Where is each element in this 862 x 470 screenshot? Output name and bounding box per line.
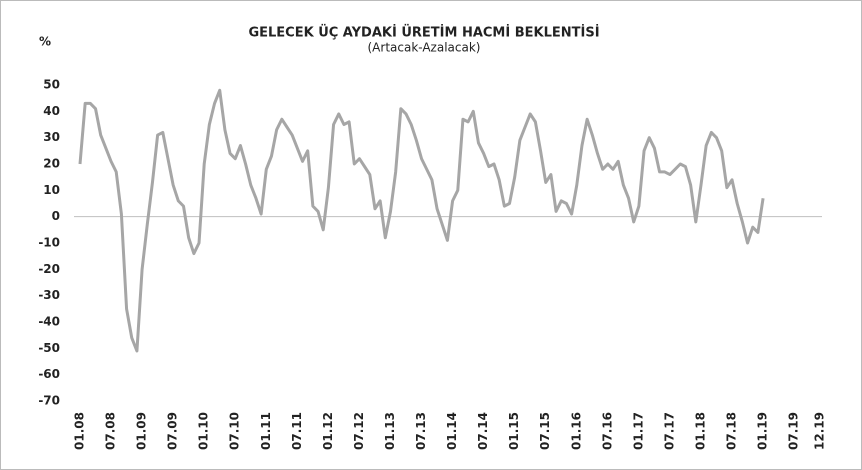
x-tick-label: 01.13 bbox=[383, 412, 397, 450]
y-tick-label: 30 bbox=[43, 130, 60, 144]
y-tick-label: 20 bbox=[43, 157, 60, 171]
y-tick-label: 10 bbox=[43, 183, 60, 197]
data-line bbox=[78, 88, 765, 353]
x-tick-label: 07.10 bbox=[228, 412, 242, 450]
y-tick-label: -10 bbox=[38, 236, 60, 250]
x-tick-label: 01.17 bbox=[631, 412, 645, 450]
x-tick-label: 01.19 bbox=[756, 412, 770, 450]
x-tick-label: 07.18 bbox=[725, 412, 739, 450]
x-tick-label: 01.10 bbox=[197, 412, 211, 450]
x-tick-label: 01.08 bbox=[73, 412, 87, 450]
x-tick-label: 07.15 bbox=[538, 412, 552, 450]
x-tick-label: 07.12 bbox=[352, 412, 366, 450]
x-tick-label: 01.09 bbox=[135, 412, 149, 450]
x-tick-label: 01.11 bbox=[259, 412, 273, 450]
x-tick-label: 07.09 bbox=[166, 412, 180, 450]
y-tick-label: 50 bbox=[43, 78, 60, 92]
x-tick-label: 01.16 bbox=[569, 412, 583, 450]
y-tick-label: -50 bbox=[38, 341, 60, 355]
x-tick-label: 07.13 bbox=[414, 412, 428, 450]
y-tick-label: -20 bbox=[38, 262, 60, 276]
y-tick-label: -40 bbox=[38, 315, 60, 329]
x-tick-label: 07.17 bbox=[662, 412, 676, 450]
y-tick-label: 40 bbox=[43, 104, 60, 118]
y-axis-label: % bbox=[39, 35, 51, 49]
y-tick-label: -60 bbox=[38, 367, 60, 381]
x-tick-label: 07.16 bbox=[600, 412, 614, 450]
x-tick-label: 12.19 bbox=[813, 412, 827, 450]
y-tick-label: -30 bbox=[38, 288, 60, 302]
y-tick-label: 0 bbox=[52, 209, 60, 223]
x-tick-label: 01.15 bbox=[507, 412, 521, 450]
x-tick-label: 01.12 bbox=[321, 412, 335, 450]
y-tick-label: -70 bbox=[38, 394, 60, 408]
x-tick-label: 07.11 bbox=[290, 412, 304, 450]
x-tick-label: 07.08 bbox=[104, 412, 118, 450]
x-tick-label: 07.14 bbox=[476, 412, 490, 450]
chart-title: GELECEK ÜÇ AYDAKİ ÜRETİM HACMİ BEKLENTİS… bbox=[248, 25, 599, 41]
x-tick-label: 01.18 bbox=[693, 412, 707, 450]
x-tick-label: 07.19 bbox=[787, 412, 801, 450]
chart-subtitle: (Artacak-Azalacak) bbox=[368, 41, 481, 55]
x-tick-label: 01.14 bbox=[445, 412, 459, 450]
